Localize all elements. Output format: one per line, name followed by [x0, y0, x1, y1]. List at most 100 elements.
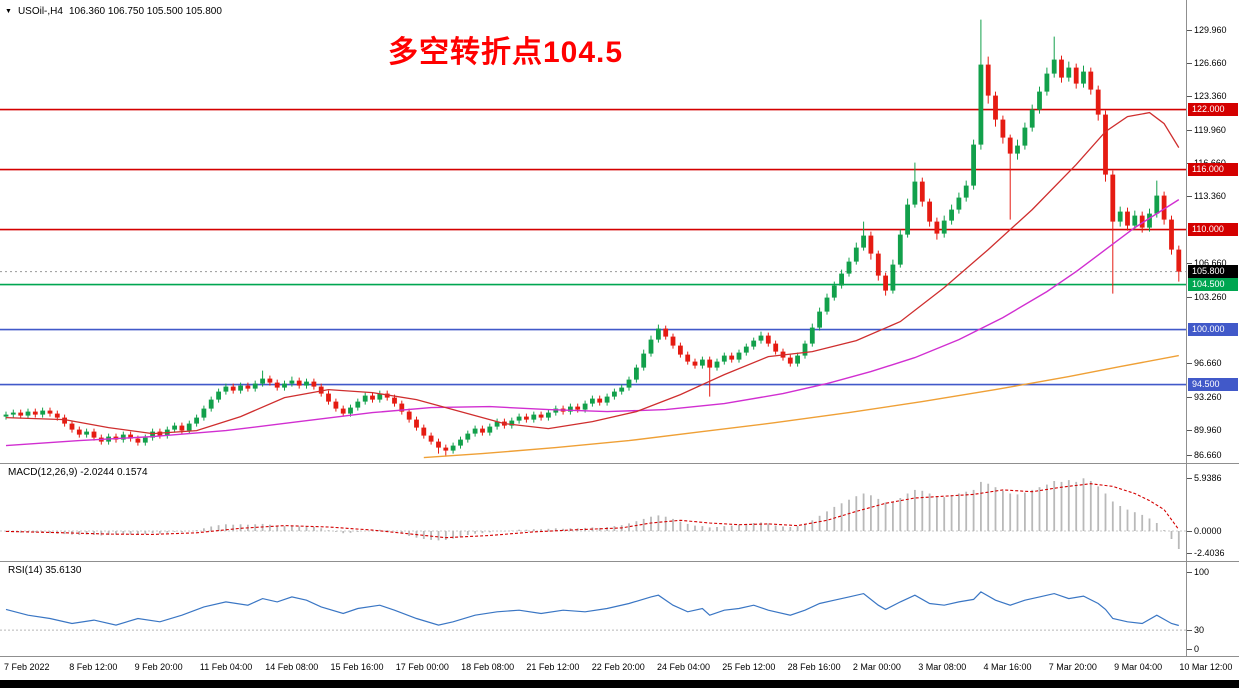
- candle-body: [421, 427, 427, 436]
- candle-body: [1095, 89, 1101, 115]
- candle-body: [282, 383, 287, 388]
- candle-body: [795, 355, 800, 364]
- candle-body: [1125, 211, 1130, 226]
- candle-body: [787, 357, 793, 364]
- candle-body: [568, 406, 573, 412]
- candle-body: [641, 353, 647, 368]
- candle-body: [619, 387, 625, 392]
- candle-body: [392, 397, 397, 404]
- candle-body: [927, 201, 932, 222]
- candle-body: [1066, 67, 1072, 78]
- candle-body: [406, 411, 412, 420]
- candle-body: [612, 391, 617, 397]
- candle-body: [773, 343, 779, 352]
- candle-body: [516, 416, 522, 421]
- candle-body: [626, 379, 632, 388]
- candle-body: [274, 382, 280, 388]
- candle-body: [678, 345, 683, 355]
- candle-body: [135, 438, 141, 443]
- candle-body: [890, 264, 896, 291]
- time-axis-label: 21 Feb 12:00: [526, 662, 580, 672]
- candle-body: [1139, 215, 1145, 228]
- axis-label: 129.960: [1187, 25, 1227, 35]
- candle-body: [208, 399, 214, 409]
- candle-body: [62, 417, 67, 424]
- time-axis-label: 9 Feb 20:00: [134, 662, 183, 672]
- candle-body: [348, 407, 353, 414]
- candle-body: [853, 247, 859, 262]
- axis-label: 5.9386: [1187, 473, 1222, 483]
- candle-body: [685, 354, 691, 362]
- candle-body: [230, 386, 236, 391]
- candle-body: [1015, 145, 1020, 154]
- price-level-badge: 100.000: [1188, 323, 1238, 337]
- candle-body: [1073, 67, 1079, 84]
- candle-body: [956, 197, 962, 210]
- candle-body: [245, 385, 251, 389]
- candle-body: [597, 398, 603, 403]
- candle-body: [729, 355, 735, 360]
- ma-fast-line: [5, 111, 1180, 435]
- candle-body: [267, 378, 273, 383]
- candle-body: [194, 417, 199, 424]
- axis-label: 113.360: [1187, 191, 1226, 201]
- axis-label: 30: [1186, 625, 1205, 636]
- candle-body: [531, 414, 537, 420]
- candle-body: [1132, 215, 1138, 226]
- candle-body: [1044, 73, 1050, 92]
- candle-body: [487, 426, 493, 433]
- candle-body: [817, 311, 822, 328]
- candle-body: [1103, 114, 1108, 175]
- candle-body: [1037, 91, 1042, 110]
- candle-body: [524, 416, 529, 420]
- candle-body: [25, 411, 31, 416]
- axis-label: 86.660: [1187, 450, 1222, 460]
- candle-body: [575, 406, 581, 410]
- candle-body: [142, 437, 148, 443]
- candle-body: [809, 327, 815, 344]
- candle-body: [252, 383, 258, 389]
- candle-body: [289, 380, 295, 384]
- time-axis-label: 24 Feb 04:00: [657, 662, 711, 672]
- candle-body: [905, 204, 910, 235]
- candle-body: [978, 64, 984, 145]
- candle-body: [721, 355, 727, 362]
- candle-body: [47, 410, 53, 414]
- candle-body: [1147, 213, 1152, 228]
- time-axis-label: 2 Mar 00:00: [852, 662, 901, 672]
- candle-body: [839, 273, 844, 286]
- candle-body: [465, 433, 471, 440]
- chart-expand-icon[interactable]: ▼: [5, 7, 12, 15]
- candle-body: [318, 386, 324, 394]
- price-level-badge: 94.500: [1188, 378, 1238, 392]
- candle-body: [743, 346, 749, 353]
- candle-body: [472, 428, 478, 434]
- candle-body: [1169, 219, 1174, 250]
- candle-body: [84, 431, 89, 435]
- candle-body: [963, 185, 969, 198]
- time-axis-label: 11 Feb 04:00: [199, 662, 253, 672]
- time-axis-label: 3 Mar 08:00: [918, 662, 967, 672]
- candle-body: [311, 381, 317, 387]
- current-price-badge: 105.800: [1188, 265, 1238, 279]
- candle-body: [824, 297, 830, 312]
- candle-body: [201, 408, 207, 418]
- candle-body: [216, 391, 221, 400]
- rsi-indicator-label: RSI(14) 35.6130: [8, 565, 82, 576]
- ohlc-values: 106.360 106.750 105.500 105.800: [68, 6, 222, 17]
- time-axis-label: 4 Mar 16:00: [983, 662, 1032, 672]
- annotation-text[interactable]: 多空转折点104.5: [388, 36, 624, 69]
- candle-body: [758, 335, 764, 341]
- candle-body: [326, 393, 331, 402]
- candle-body: [120, 434, 126, 440]
- candle-body: [934, 221, 940, 234]
- candle-body: [150, 431, 155, 438]
- time-axis-label: 15 Feb 16:00: [330, 662, 384, 672]
- time-axis-label: 14 Feb 08:00: [265, 662, 319, 672]
- candle-body: [54, 413, 60, 418]
- candle-body: [1117, 211, 1123, 222]
- axis-label: 103.260: [1187, 292, 1227, 302]
- candle-body: [384, 393, 390, 398]
- candle-body: [362, 395, 368, 402]
